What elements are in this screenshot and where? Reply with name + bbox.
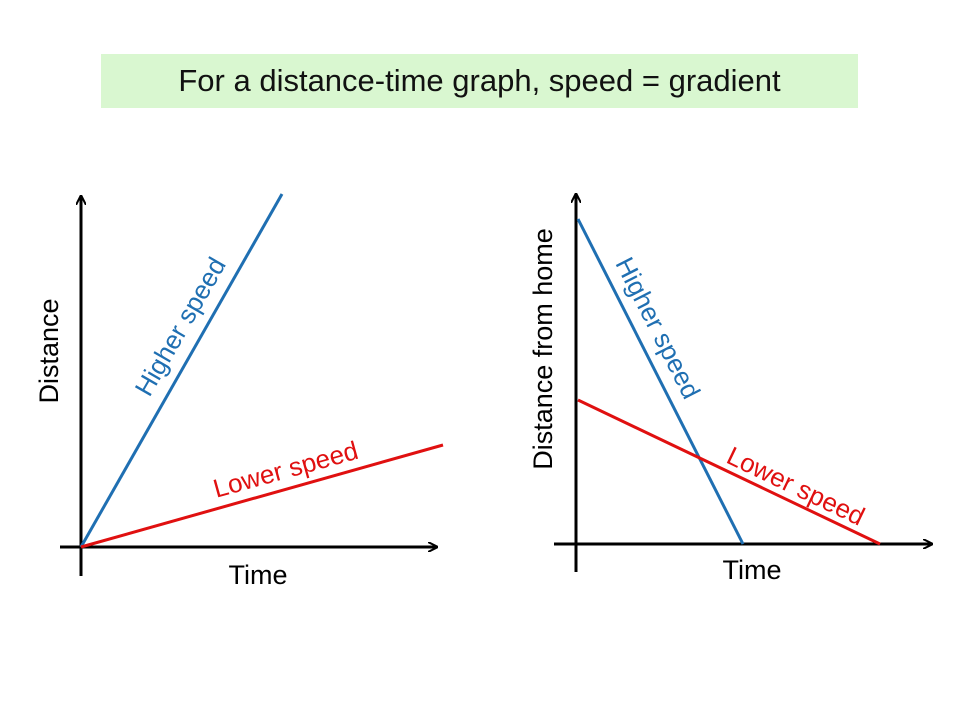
left-lower-speed-label: Lower speed <box>210 435 361 504</box>
left-y-axis-label: Distance <box>34 298 64 403</box>
title-banner: For a distance-time graph, speed = gradi… <box>101 54 858 108</box>
page-title: For a distance-time graph, speed = gradi… <box>178 63 781 98</box>
left-graph: Higher speed Lower speed Time Distance <box>34 193 444 590</box>
right-lower-speed-line <box>577 398 881 546</box>
right-lower-speed-label: Lower speed <box>722 440 869 531</box>
left-x-axis-label: Time <box>229 560 288 590</box>
right-higher-speed-label: Higher speed <box>610 252 707 403</box>
left-lower-speed-line <box>80 443 444 549</box>
right-x-axis-label: Time <box>723 555 782 585</box>
right-higher-speed-line <box>576 218 745 545</box>
right-y-axis-label: Distance from home <box>528 228 558 470</box>
left-higher-speed-label: Higher speed <box>129 252 232 401</box>
left-higher-speed-line <box>79 193 284 548</box>
right-graph: Higher speed Lower speed Time Distance f… <box>528 194 932 585</box>
